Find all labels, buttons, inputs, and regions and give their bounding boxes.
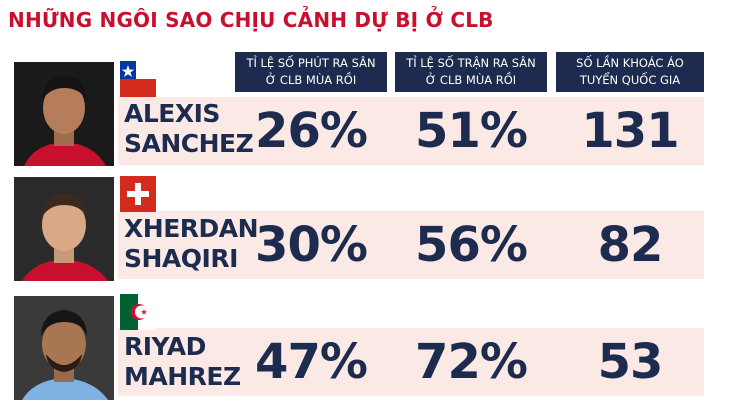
algeria-flag-icon bbox=[120, 294, 156, 330]
player-row-band bbox=[118, 328, 704, 396]
column-header-minutes: TỈ LỆ SỐ PHÚT RA SÂN Ở CLB MÙA RỒI bbox=[235, 52, 387, 92]
caps-value: 131 bbox=[581, 103, 679, 159]
player-row-band bbox=[118, 211, 704, 279]
player-name: ALEXIS SANCHEZ bbox=[124, 99, 254, 158]
player-photo-sanchez bbox=[14, 62, 114, 166]
column-header-matches: TỈ LỆ SỐ TRẬN RA SÂN Ở CLB MÙA RỒI bbox=[395, 52, 547, 92]
chile-flag-icon bbox=[120, 61, 156, 97]
player-name: XHERDAN SHAQIRI bbox=[124, 214, 259, 273]
minutes-pct-value: 26% bbox=[255, 103, 368, 159]
player-photo-mahrez bbox=[14, 296, 114, 400]
matches-pct-value: 72% bbox=[415, 334, 528, 390]
matches-pct-value: 51% bbox=[415, 103, 528, 159]
player-name: RIYAD MAHREZ bbox=[124, 332, 241, 391]
minutes-pct-value: 47% bbox=[255, 334, 368, 390]
player-photo-shaqiri bbox=[14, 177, 114, 281]
player-row-band bbox=[118, 97, 704, 165]
matches-pct-value: 56% bbox=[415, 217, 528, 273]
column-header-caps: SỐ LẦN KHOÁC ÁO TUYỂN QUỐC GIA bbox=[556, 52, 704, 92]
switzerland-flag-icon bbox=[120, 176, 156, 212]
caps-value: 53 bbox=[597, 334, 664, 390]
minutes-pct-value: 30% bbox=[255, 217, 368, 273]
page-title: NHỮNG NGÔI SAO CHỊU CẢNH DỰ BỊ Ở CLB bbox=[8, 8, 494, 32]
caps-value: 82 bbox=[597, 217, 664, 273]
